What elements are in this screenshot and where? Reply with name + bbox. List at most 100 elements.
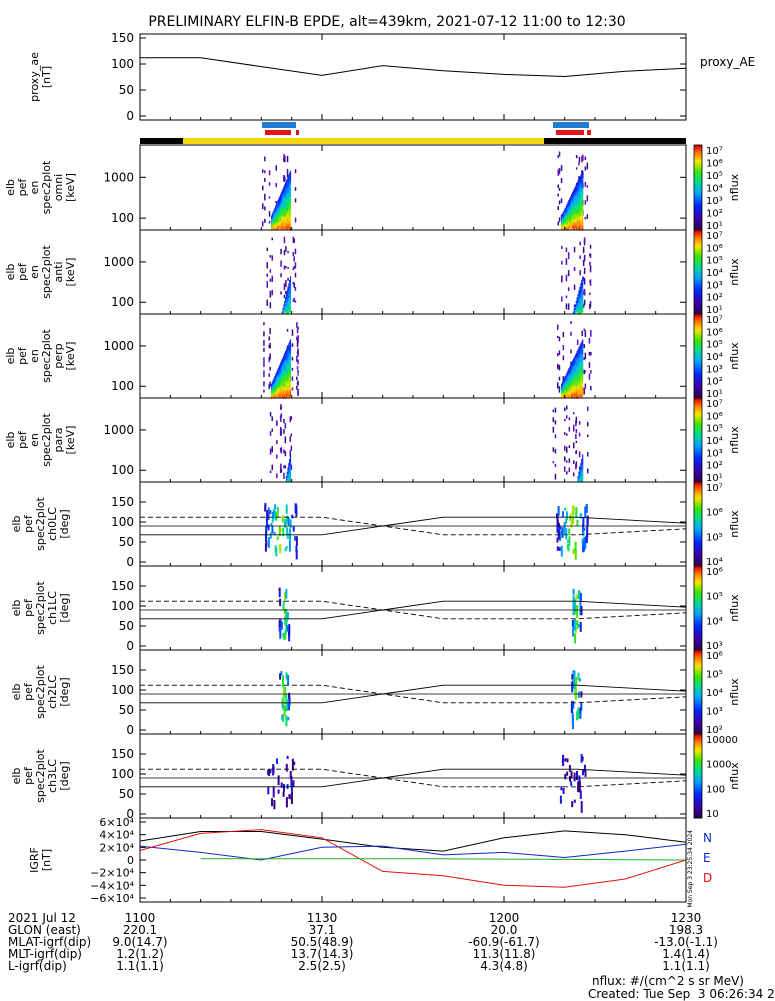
pitch-angle-data-ch3 bbox=[267, 754, 587, 813]
colorbar-tick-label: 10⁵ bbox=[706, 424, 723, 435]
footer-value: 13.7(14.3) bbox=[291, 947, 354, 961]
colorbar-tick-label: 10⁴ bbox=[706, 616, 723, 627]
colorbar-label: nflux bbox=[728, 594, 741, 622]
colorbar-tick-label: 10³ bbox=[706, 280, 723, 291]
spectrogram-data-para bbox=[269, 404, 589, 483]
ylabel-omni: [keV] bbox=[64, 173, 77, 202]
footer-value: 1230 bbox=[671, 911, 702, 925]
colorbar-tick-label: 10⁷ bbox=[706, 231, 723, 242]
colorbar-tick-label: 10⁴ bbox=[706, 184, 723, 195]
ytick-label: 1000 bbox=[103, 255, 134, 269]
colorbar-tick-label: 10⁴ bbox=[706, 557, 723, 568]
ylabel-omni: en bbox=[28, 181, 41, 195]
colorbar-tick-label: 10² bbox=[706, 293, 723, 304]
loss-cone-line bbox=[140, 600, 687, 620]
science-zone-bar bbox=[262, 122, 296, 128]
colorbar-ch0: 10⁷ 10⁶ 10⁵ 10⁴ nflux bbox=[693, 481, 741, 568]
igrf-line-e bbox=[139, 843, 687, 861]
footer-value: 50.5(48.9) bbox=[291, 935, 354, 949]
footer-row-label: 2021 Jul 12 bbox=[8, 911, 76, 925]
ytick-label: 4×10⁴ bbox=[99, 829, 134, 842]
footer-value: 1.1(1.1) bbox=[662, 959, 710, 973]
footer-value: -60.9(-61.7) bbox=[468, 935, 539, 949]
ytick-label: 100 bbox=[111, 515, 134, 529]
ylabel-ch2: [deg] bbox=[58, 677, 71, 706]
colorbar-tick-label: 10⁶ bbox=[706, 243, 723, 254]
anti-loss-cone-line bbox=[140, 516, 687, 536]
footer-created: Created: Tue Sep 3 06:26:34 2024 bbox=[588, 987, 775, 1001]
panel-frame-anti bbox=[139, 229, 687, 315]
ytick-label: 150 bbox=[111, 495, 134, 509]
colorbar-label: nflux bbox=[728, 342, 741, 370]
ytick-label: 50 bbox=[119, 619, 134, 633]
anti-loss-cone-line bbox=[140, 684, 687, 704]
ylabel-para: en bbox=[28, 433, 41, 447]
ylabel-ch1: pef bbox=[22, 598, 35, 617]
footer-value: 1.2(1.2) bbox=[116, 947, 164, 961]
footer-value: 1100 bbox=[125, 911, 156, 925]
panel-frame-proxy-ae bbox=[139, 33, 687, 121]
ylabel-igrf: IGRF bbox=[28, 847, 41, 873]
igrf-legend-n: N bbox=[703, 831, 712, 845]
colorbar-tick-label: 10⁴ bbox=[706, 436, 723, 447]
footer-row-label: L-igrf(dip) bbox=[8, 959, 67, 973]
footer-value: 11.3(11.8) bbox=[473, 947, 536, 961]
colorbar-tick-label: 10⁷ bbox=[706, 399, 723, 410]
colorbar-tick-label: 10⁴ bbox=[706, 688, 723, 699]
ylabel-ch0: pef bbox=[22, 514, 35, 533]
panel-frame-ch2 bbox=[139, 649, 687, 735]
colorbar-tick-label: 10² bbox=[706, 461, 723, 472]
ytick-label: 100 bbox=[111, 599, 134, 613]
panel-frame-ch0 bbox=[139, 481, 687, 567]
ylabel-ch2: pef bbox=[22, 682, 35, 701]
igrf-legend-e: E bbox=[703, 851, 711, 865]
colorbar-tick-label: 10000 bbox=[706, 735, 738, 746]
colorbar-tick-label: 10⁷ bbox=[706, 483, 723, 494]
ytick-label: 0 bbox=[126, 723, 134, 737]
footer-row-label: GLON (east) bbox=[8, 923, 81, 937]
ylabel-ch3: [deg] bbox=[58, 761, 71, 790]
science-zone-bar bbox=[553, 122, 589, 128]
panel-frame-ch3 bbox=[139, 733, 687, 819]
colorbar-tick-label: 10³ bbox=[706, 707, 723, 718]
colorbar-label: nflux bbox=[728, 510, 741, 538]
igrf-line-n bbox=[139, 830, 687, 852]
anti-loss-cone-line bbox=[140, 768, 687, 788]
pitch-angle-data-ch0 bbox=[264, 503, 589, 560]
colorbar-tick-label: 1000 bbox=[706, 760, 731, 771]
colorbar-label: nflux bbox=[728, 173, 741, 201]
ylabel-proxy_ae: proxy_ae bbox=[28, 52, 41, 102]
ylabel-perp: spec2plot bbox=[40, 329, 53, 383]
ytick-label: 1000 bbox=[103, 423, 134, 437]
footer-units-note: nflux: #/(cm^2 s sr MeV) bbox=[592, 974, 744, 988]
ytick-label: 50 bbox=[119, 83, 134, 97]
ytick-label: 100 bbox=[111, 379, 134, 393]
ylabel-ch0: ch0LC bbox=[46, 507, 59, 541]
ytick-label: 0 bbox=[126, 555, 134, 569]
ytick-label: 100 bbox=[111, 211, 134, 225]
colorbar-tick-label: 10⁴ bbox=[706, 268, 723, 279]
spectrogram-data-perp bbox=[263, 321, 592, 399]
footer-value: -13.0(-1.1) bbox=[654, 935, 718, 949]
ytick-label: 100 bbox=[111, 683, 134, 697]
ylabel-anti: elb bbox=[4, 264, 17, 281]
ylabel-para: elb bbox=[4, 432, 17, 449]
ylabel-ch3: pef bbox=[22, 766, 35, 785]
ytick-label: 150 bbox=[111, 579, 134, 593]
ylabel-perp: pef bbox=[16, 346, 29, 365]
ytick-label: 150 bbox=[111, 663, 134, 677]
science-zone-bar bbox=[587, 130, 591, 135]
footer-value: 20.0 bbox=[491, 923, 518, 937]
igrf-line-d bbox=[139, 829, 687, 888]
science-zone-bar bbox=[265, 130, 291, 135]
proxy-ae-line bbox=[140, 57, 687, 78]
ylabel-ch0: elb bbox=[10, 516, 23, 533]
colorbar-tick-label: 10⁷ bbox=[706, 146, 723, 157]
ytick-label: 6×10⁴ bbox=[99, 816, 134, 829]
ylabel-omni: spec2plot bbox=[40, 160, 53, 214]
footer-value: 198.3 bbox=[669, 923, 703, 937]
ytick-label: 100 bbox=[111, 767, 134, 781]
igrf-line-green bbox=[425, 858, 687, 861]
